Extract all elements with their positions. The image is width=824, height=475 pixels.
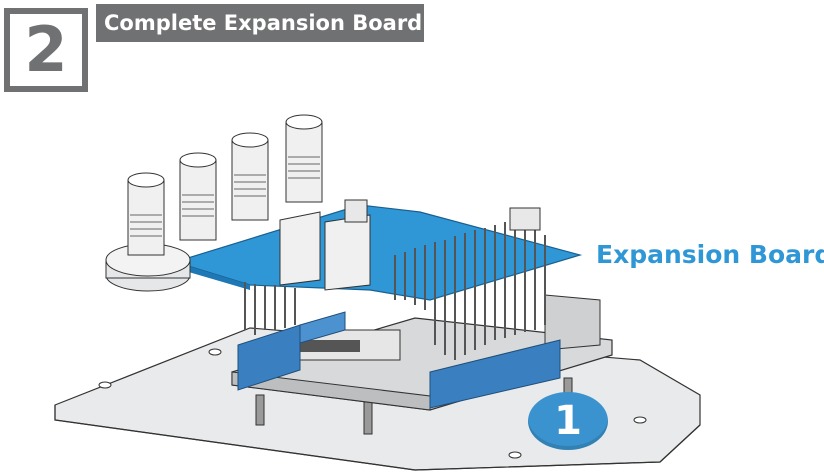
step-title-bar: Complete Expansion Board	[96, 4, 424, 42]
step-number-box: 2	[4, 8, 88, 92]
expansion-board-pcb	[172, 204, 583, 301]
step-title: Complete Expansion Board	[104, 11, 423, 35]
badge-number: 1	[554, 398, 582, 444]
step-number: 2	[24, 13, 68, 86]
step-header: 2 Complete Expansion Board	[0, 0, 430, 100]
step-reference-badge: 1	[528, 392, 608, 450]
potentiometers	[105, 114, 323, 292]
pin-headers	[244, 220, 546, 360]
switch-blocks	[279, 199, 541, 291]
board-headers	[237, 311, 561, 409]
standoffs	[255, 377, 573, 435]
expansion-board-label: Expansion Board	[596, 240, 824, 269]
